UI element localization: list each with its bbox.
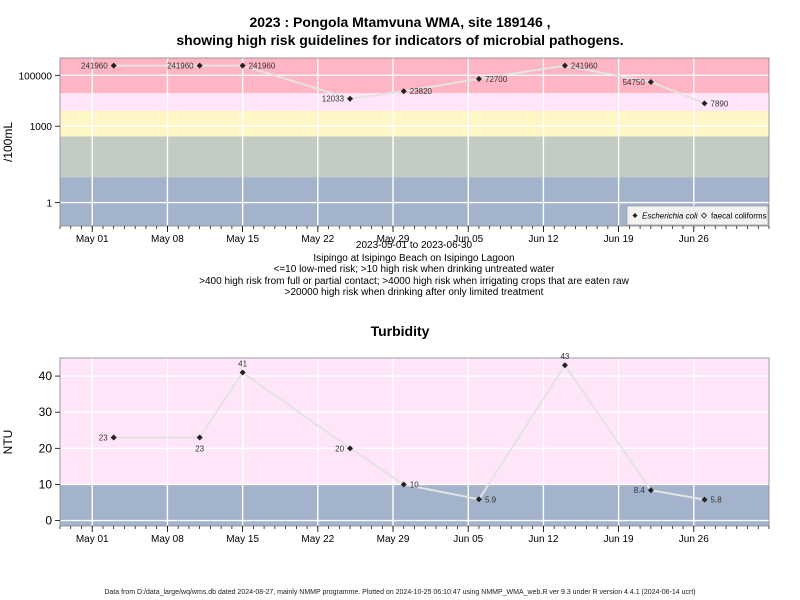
turbidity-data-point-4 xyxy=(400,481,407,488)
microbial-data-point-0 xyxy=(110,62,117,69)
turbidity-y-tick-label-1: 10 xyxy=(39,477,53,491)
microbial-data-point-7 xyxy=(647,78,654,85)
turbidity-title: Turbidity xyxy=(370,323,430,339)
microbial-data-label-7: 54750 xyxy=(623,78,646,87)
turbidity-x-tick-label-1: May 08 xyxy=(151,534,184,545)
turbidity-data-point-1 xyxy=(196,434,203,441)
turbidity-y-tick-label-4: 40 xyxy=(39,369,53,383)
legend-ecoli-marker xyxy=(632,213,638,218)
turbidity-data-point-0 xyxy=(110,434,117,441)
microbial-data-point-2 xyxy=(239,62,246,69)
turbidity-data-point-5 xyxy=(475,496,482,503)
turbidity-x-tick-label-7: Jun 19 xyxy=(604,534,634,545)
microbial-legend: Escherichia coli faecal coliforms xyxy=(626,205,769,226)
turbidity-data-point-8 xyxy=(701,496,708,503)
microbial-data-label-0: 241960 xyxy=(81,62,108,71)
microbial-x-tick-label-4: May 29 xyxy=(377,234,410,245)
microbial-data-point-6 xyxy=(561,62,568,69)
caption-guideline-2: >400 high risk from full or partial cont… xyxy=(199,276,629,287)
microbial-data-label-4: 23820 xyxy=(410,87,433,96)
legend-ecoli-label: Escherichia coli xyxy=(642,212,698,221)
turbidity-data-point-7 xyxy=(647,487,654,494)
microbial-data-point-8 xyxy=(701,100,708,107)
microbial-data-label-6: 241960 xyxy=(571,62,598,71)
microbial-data-point-3 xyxy=(347,95,354,102)
turbidity-plot: May 01 May 08 May 15 May 22 May 29 Jun 05 Jun … xyxy=(1,352,770,545)
microbial-risk-band-3 xyxy=(60,93,769,111)
turbidity-data-point-6 xyxy=(561,362,568,369)
microbial-x-tick-label-7: Jun 19 xyxy=(604,234,634,245)
legend-box xyxy=(626,205,769,226)
turbidity-data-label-2: 41 xyxy=(238,359,247,368)
turbidity-y-tick-label-3: 30 xyxy=(39,405,53,419)
microbial-risk-band-2 xyxy=(60,110,769,137)
turbidity-risk-band-0 xyxy=(60,484,769,526)
microbial-data-point-5 xyxy=(475,75,482,82)
turbidity-data-label-5: 5.9 xyxy=(485,495,497,504)
caption-guideline-3: >20000 high risk when drinking after onl… xyxy=(284,287,544,298)
microbial-x-tick-label-6: Jun 12 xyxy=(528,234,558,245)
microbial-data-label-8: 7890 xyxy=(711,99,729,108)
microbial-data-label-5: 72700 xyxy=(485,75,508,84)
microbial-data-label-1: 241960 xyxy=(167,62,194,71)
legend-faecal-marker xyxy=(701,212,707,219)
footer-note: Data from D:/data_large/wq/wms.db dated … xyxy=(104,589,696,596)
turbidity-data-label-6: 43 xyxy=(560,352,569,361)
turbidity-data-label-8: 5.8 xyxy=(711,496,723,505)
caption-date-range: 2023-05-01 to 2023-06-30 xyxy=(355,240,473,251)
microbial-x-tick-label-0: May 01 xyxy=(76,234,109,245)
microbial-data-label-3: 12033 xyxy=(322,95,345,104)
chart-title-line-1: 2023 : Pongola Mtamvuna WMA, site 189146… xyxy=(249,14,551,30)
microbial-y-tick-label-0: 1 xyxy=(46,199,52,210)
microbial-risk-band-1 xyxy=(60,136,769,178)
caption-guideline-1: <=10 low-med risk; >10 high risk when dr… xyxy=(273,264,555,275)
turbidity-x-tick-label-6: Jun 12 xyxy=(528,534,558,545)
microbial-data-point-4 xyxy=(400,88,407,95)
turbidity-risk-band-1 xyxy=(60,358,769,485)
microbial-data-label-2: 241960 xyxy=(249,62,276,71)
turbidity-data-label-3: 20 xyxy=(335,444,344,453)
turbidity-x-tick-label-3: May 22 xyxy=(301,534,334,545)
legend-faecal-label: faecal coliforms xyxy=(711,212,767,221)
turbidity-x-tick-label-0: May 01 xyxy=(76,534,109,545)
turbidity-data-point-3 xyxy=(347,445,354,452)
microbial-x-tick-label-8: Jun 26 xyxy=(679,234,709,245)
turbidity-x-tick-label-8: Jun 26 xyxy=(679,534,709,545)
turbidity-x-tick-label-4: May 29 xyxy=(377,534,410,545)
turbidity-data-label-4: 10 xyxy=(410,480,419,489)
microbial-x-tick-label-1: May 08 xyxy=(151,234,184,245)
microbial-data-point-1 xyxy=(196,62,203,69)
turbidity-y-axis-label: NTU xyxy=(1,430,15,455)
turbidity-y-tick-label-2: 20 xyxy=(39,441,53,455)
microbial-y-axis-label: /100mL xyxy=(1,122,15,162)
microbial-plot: May 01 May 08 May 15 May 22 May 29 Jun 05 Jun … xyxy=(1,57,770,245)
caption-site: Isipingo at Isipingo Beach on Isipingo L… xyxy=(313,253,515,264)
turbidity-data-point-2 xyxy=(239,369,246,376)
turbidity-y-tick-label-0: 0 xyxy=(45,514,52,528)
turbidity-data-label-0: 23 xyxy=(99,433,108,442)
chart-title-line-2: showing high risk guidelines for indicat… xyxy=(176,32,624,48)
turbidity-data-label-7: 8.4 xyxy=(634,486,646,495)
microbial-x-tick-label-2: May 15 xyxy=(226,234,259,245)
turbidity-x-tick-label-5: Jun 05 xyxy=(453,534,483,545)
turbidity-x-tick-label-2: May 15 xyxy=(226,534,259,545)
microbial-x-tick-label-5: Jun 05 xyxy=(453,234,483,245)
microbial-y-tick-label-2: 100000 xyxy=(19,71,53,82)
microbial-y-tick-label-1: 1000 xyxy=(30,122,53,133)
turbidity-data-label-1: 23 xyxy=(195,444,204,453)
microbial-x-tick-label-3: May 22 xyxy=(301,234,334,245)
